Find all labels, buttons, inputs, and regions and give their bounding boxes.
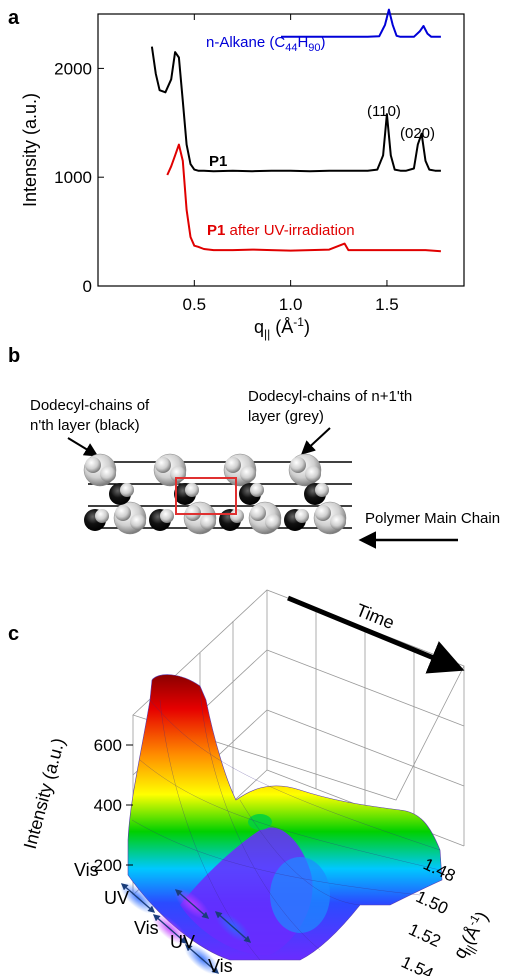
sequence-label-vis: Vis: [74, 860, 99, 880]
molecule-lattice: [83, 453, 352, 535]
surface-blue-bump: [270, 857, 330, 933]
panel-a-letter: a: [8, 7, 20, 29]
grey-chain-blob: [153, 453, 187, 487]
label-main-chain: Polymer Main Chain: [365, 510, 500, 527]
arrow-n-layer: [67, 437, 99, 457]
grey-chain-blob: [183, 501, 217, 535]
chart-a-series-line-2: [166, 143, 441, 253]
sequence-arrow: [120, 883, 156, 913]
chart-a-xlabel-unit-close: ): [304, 317, 310, 337]
chart-c-ztick-label: 400: [94, 796, 122, 815]
chart-a-xlabel-q: q: [254, 317, 264, 337]
legend-p1-uv-rest: after UV-irradiation: [225, 222, 354, 239]
chart-a-xtick-label: 1.0: [279, 295, 303, 314]
legend-p1: P1: [209, 153, 227, 170]
panel-c-letter: c: [8, 623, 19, 645]
chart-c-ztick-label: 200: [94, 856, 122, 875]
grey-chain-blob: [223, 453, 257, 487]
chart-a-xtick-label: 1.5: [375, 295, 399, 314]
surface-green-bump: [248, 814, 272, 830]
grey-chain-blob: [313, 501, 347, 535]
peak-label-020: (020): [400, 125, 435, 142]
legend-alkane-sub2: 90: [308, 42, 320, 54]
chart-a-frame: [97, 13, 465, 287]
grey-chain-blob: [248, 501, 282, 535]
chart-c-qtick-label: 1.54: [398, 952, 436, 976]
legend-p1-uv-bold: P1: [207, 222, 225, 239]
black-chain-blob: [239, 483, 264, 505]
chart-a-series-line-0: [281, 8, 441, 38]
sequence-arrow: [152, 914, 188, 944]
chart-c-zlabel: Intensity (a.u.): [20, 736, 69, 851]
black-chain-blob: [304, 483, 329, 505]
legend-alkane-mid: H: [297, 34, 308, 51]
chart-a-ylabel: Intensity (a.u.): [20, 93, 40, 207]
black-chain-blob: [84, 509, 109, 531]
label-n1-layer-1: Dodecyl-chains of n+1'th: [248, 388, 412, 405]
panel-b-letter: b: [8, 345, 20, 367]
chart-c-qtick-label: 1.52: [406, 920, 444, 951]
chart-c-qlabel-unit: (Å: [458, 922, 484, 948]
label-n-layer-1: Dodecyl-chains of: [30, 397, 150, 414]
legend-p1-uv: P1 after UV-irradiation: [207, 222, 355, 239]
grey-chain-blob: [288, 453, 322, 487]
black-chain-blob: [284, 509, 309, 531]
time-arrow: [287, 595, 465, 674]
grey-chain-blob: [113, 501, 147, 535]
sequence-label-uv: UV: [170, 932, 195, 952]
legend-alkane: n-Alkane (C44H90): [206, 34, 326, 54]
sequence-arrow: [184, 944, 220, 974]
black-chain-blob: [149, 509, 174, 531]
chart-a: 0.5 1.0 1.5 0 1000 2000 Intensity (a.u.) q|| …: [20, 8, 465, 341]
unit-cell-box: [175, 477, 237, 515]
sequence-arrow: [214, 911, 252, 943]
legend-alkane-prefix: n-Alkane (C: [206, 34, 285, 51]
chart-a-xtick-label: 0.5: [182, 295, 206, 314]
chart-a-ytick-label: 0: [83, 277, 92, 296]
black-chain-blob: [174, 483, 199, 505]
legend-alkane-suffix: ): [321, 34, 326, 51]
chart-a-xlabel: q|| (Å-1): [254, 315, 310, 341]
diagram-b: Dodecyl-chains of n'th layer (black) Dod…: [30, 388, 500, 549]
sequence-arrow: [174, 889, 210, 919]
chart-a-ytick-label: 1000: [54, 168, 92, 187]
label-n1-layer-2: layer (grey): [248, 408, 324, 425]
chart-a-xlabel-unit-sup: -1: [293, 315, 304, 329]
label-n-layer-2: n'th layer (black): [30, 417, 140, 434]
sequence-label-vis: Vis: [208, 956, 233, 976]
sequence-label-vis: Vis: [134, 918, 159, 938]
chart-c-qlabel: q||(Å-1): [448, 907, 496, 964]
peak-label-110: (110): [367, 103, 401, 120]
sequence-label-uv: UV: [104, 888, 129, 908]
legend-alkane-sub1: 44: [285, 42, 297, 54]
chart-a-xlabel-unit: (Å: [270, 317, 293, 337]
surface-mesh: [131, 689, 441, 961]
black-chain-blob: [109, 483, 134, 505]
chart-c-surface: [127, 674, 443, 961]
chart-a-series-line-1: [150, 46, 441, 173]
arrow-n1-layer: [300, 427, 331, 455]
surface-trough: [180, 827, 313, 956]
chart-c-ztick-label: 600: [94, 736, 122, 755]
chart-c-qtick-label: 1.50: [413, 887, 451, 918]
chart-a-xlabel-sub: ||: [264, 327, 270, 341]
grey-chain-blob: [83, 453, 117, 487]
chart-a-ytick-label: 2000: [54, 59, 92, 78]
